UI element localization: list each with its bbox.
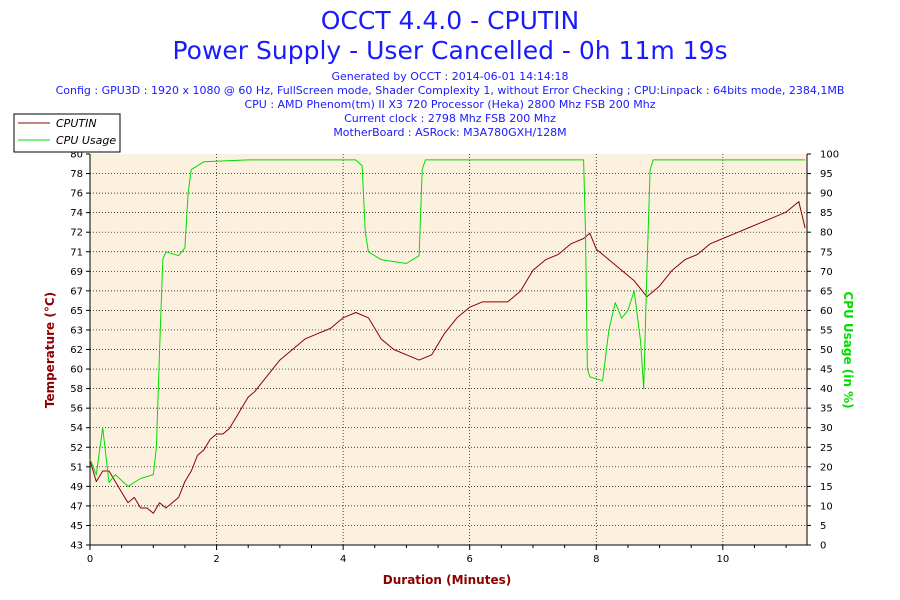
y-tick-label: 76 [70,189,83,200]
axes: 4345474951525456586062636567697172747678… [70,150,839,566]
grid-lines [90,154,807,545]
x-tick-label: 4 [340,554,346,565]
y2-tick-label: 10 [820,501,833,512]
x-axis-title: Duration (Minutes) [383,573,511,587]
x-tick-label: 10 [716,554,729,565]
y-tick-label: 74 [70,208,83,219]
chart-title: OCCT 4.4.0 - CPUTIN [320,6,580,35]
y2-tick-label: 35 [820,404,833,415]
y-tick-label: 51 [70,462,83,473]
y-tick-label: 71 [70,247,83,258]
y2-tick-label: 30 [820,423,833,434]
y2-axis-title: CPU Usage (in %) [841,291,855,408]
y-tick-label: 80 [70,150,83,161]
y2-tick-label: 50 [820,345,833,356]
info-config: Config : GPU3D : 1920 x 1080 @ 60 Hz, Fu… [55,84,845,97]
y2-tick-label: 90 [820,189,833,200]
y-tick-label: 67 [70,286,83,297]
y-axis-title: Temperature (°C) [43,292,57,408]
y-tick-label: 52 [70,443,83,454]
y-tick-label: 54 [70,423,83,434]
y-tick-label: 45 [70,521,83,532]
y-tick-label: 78 [70,169,83,180]
legend-label-cpu-usage: CPU Usage [56,134,116,147]
info-generated: Generated by OCCT : 2014-06-01 14:14:18 [331,70,569,83]
y-tick-label: 43 [70,541,83,552]
y-tick-label: 62 [70,345,83,356]
y2-tick-label: 70 [820,267,833,278]
y2-tick-label: 65 [820,286,833,297]
y-tick-label: 58 [70,384,83,395]
x-tick-label: 0 [87,554,93,565]
info-current-clock: Current clock : 2798 Mhz FSB 200 Mhz [344,112,556,125]
y-tick-label: 63 [70,325,83,336]
chart-subtitle: Power Supply - User Cancelled - 0h 11m 1… [172,36,728,65]
x-tick-label: 2 [213,554,219,565]
y-tick-label: 72 [70,228,83,239]
info-cpu: CPU : AMD Phenom(tm) II X3 720 Processor… [244,98,656,111]
legend: CPUTIN CPU Usage [13,113,121,153]
y2-tick-label: 15 [820,482,833,493]
x-tick-label: 6 [467,554,473,565]
y2-tick-label: 5 [820,521,826,532]
y2-tick-label: 0 [820,541,826,552]
x-tick-label: 8 [593,554,599,565]
y2-tick-label: 95 [820,169,833,180]
y-tick-label: 49 [70,482,83,493]
y-tick-label: 65 [70,306,83,317]
y-tick-label: 60 [70,365,83,376]
y-tick-label: 69 [70,267,83,278]
y2-tick-label: 55 [820,325,833,336]
y-tick-label: 56 [70,404,83,415]
cputin-line [89,201,806,514]
y-tick-label: 47 [70,501,83,512]
y2-tick-label: 100 [820,150,839,161]
y2-tick-label: 60 [820,306,833,317]
legend-label-cputin: CPUTIN [56,117,97,130]
series-cpu-usage [89,159,806,487]
y2-tick-label: 75 [820,247,833,258]
y2-tick-label: 20 [820,462,833,473]
y2-tick-label: 45 [820,365,833,376]
series-cputin [89,201,806,514]
y2-tick-label: 40 [820,384,833,395]
legend-box [13,113,121,153]
info-motherboard: MotherBoard : ASRock: M3A780GXH/128M [333,126,567,139]
y2-tick-label: 25 [820,443,833,454]
cpu-usage-line [89,159,806,487]
y2-tick-label: 80 [820,228,833,239]
y2-tick-label: 85 [820,208,833,219]
